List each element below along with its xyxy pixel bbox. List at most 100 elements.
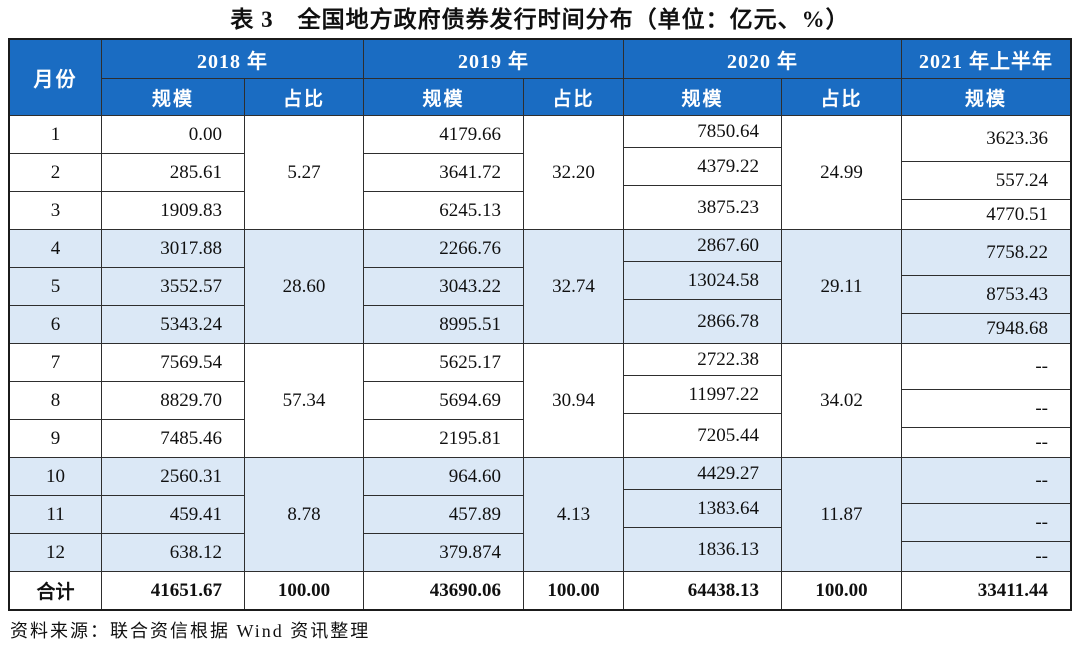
scale-2021-column: -- -- -- xyxy=(902,458,1070,571)
share-2018-column: 28.60 xyxy=(245,230,364,343)
scale-cell: 3623.36 xyxy=(902,116,1070,162)
share-2019-column: 30.94 xyxy=(524,344,624,457)
year-group-2019: 2019 年 规模 占比 xyxy=(364,40,624,115)
scale-2019-column: 5625.17 5694.69 2195.81 xyxy=(364,344,524,457)
totals-scale-2019: 43690.06 xyxy=(364,572,524,609)
scale-cell: 7569.54 xyxy=(102,344,244,382)
scale-cell: 7948.68 xyxy=(986,317,1048,339)
source-note: 资料来源：联合资信根据 Wind 资讯整理 xyxy=(10,621,371,641)
subheader-scale-2019: 规模 xyxy=(364,79,524,115)
scale-cell: 3552.57 xyxy=(102,268,244,306)
month-cell: 4 xyxy=(10,230,101,268)
month-cell: 6 xyxy=(50,313,61,335)
share-cell: 24.99 xyxy=(820,161,863,183)
scale-cell: 2866.78 xyxy=(697,310,759,332)
subheader-row-2020: 规模 占比 xyxy=(624,79,901,115)
bond-issuance-table: 月份 2018 年 规模 占比 2019 年 规模 占比 2020 年 规模 xyxy=(8,38,1072,611)
subheader-share-2020: 占比 xyxy=(820,88,863,110)
table-row-group-q2: 4 5 6 3017.88 3552.57 5343.24 28.60 2266… xyxy=(10,230,1070,344)
scale-cell: 7850.64 xyxy=(624,116,781,148)
scale-cell: 1909.83 xyxy=(160,199,222,221)
subheader-row-2019: 规模 占比 xyxy=(364,79,623,115)
scale-cell: -- xyxy=(1035,431,1048,453)
month-cell: 10 xyxy=(10,458,101,496)
table-title: 表 3 全国地方政府债券发行时间分布（单位：亿元、%） xyxy=(230,7,850,32)
month-cell: 12 xyxy=(46,541,65,563)
subheader-scale-2018: 规模 xyxy=(102,79,245,115)
scale-cell: 7485.46 xyxy=(160,427,222,449)
scale-cell: 2560.31 xyxy=(102,458,244,496)
scale-cell: 8995.51 xyxy=(439,313,501,335)
scale-cell: 459.41 xyxy=(102,496,244,534)
scale-cell: 379.874 xyxy=(439,541,501,563)
year-header-2021: 2021 年上半年 xyxy=(902,40,1070,79)
scale-cell: 8753.43 xyxy=(902,276,1070,314)
scale-2018-column: 7569.54 8829.70 7485.46 xyxy=(102,344,245,457)
subheader-share-2019: 占比 xyxy=(552,88,595,110)
scale-cell: 11997.22 xyxy=(624,376,781,414)
scale-2020-column: 4429.27 1383.64 1836.13 xyxy=(624,458,782,571)
scale-2019-column: 4179.66 3641.72 6245.13 xyxy=(364,116,524,229)
year-header-2018: 2018 年 xyxy=(102,40,363,79)
scale-cell: 6245.13 xyxy=(439,199,501,221)
month-cell: 8 xyxy=(10,382,101,420)
scale-cell: 2266.76 xyxy=(364,230,523,268)
share-2018-column: 5.27 xyxy=(245,116,364,229)
share-2020-column: 24.99 xyxy=(782,116,902,229)
scale-2021-column: -- -- -- xyxy=(902,344,1070,457)
scale-2019-column: 2266.76 3043.22 8995.51 xyxy=(364,230,524,343)
year-group-2021: 2021 年上半年 规模 xyxy=(902,40,1070,115)
month-column: 4 5 6 xyxy=(10,230,102,343)
scale-cell: 557.24 xyxy=(902,162,1070,200)
scale-cell: 7205.44 xyxy=(697,424,759,446)
year-header-2020: 2020 年 xyxy=(624,40,901,79)
scale-cell: -- xyxy=(902,344,1070,390)
month-column: 10 11 12 xyxy=(10,458,102,571)
totals-scale-2018: 41651.67 xyxy=(102,572,245,609)
year-group-2020: 2020 年 规模 占比 xyxy=(624,40,902,115)
share-cell: 8.78 xyxy=(287,503,321,525)
subheader-scale-2020: 规模 xyxy=(624,79,782,115)
scale-cell: 2867.60 xyxy=(624,230,781,262)
subheader-row-2018: 规模 占比 xyxy=(102,79,363,115)
year-header-2019: 2019 年 xyxy=(364,40,623,79)
scale-cell: 964.60 xyxy=(364,458,523,496)
share-cell: 29.11 xyxy=(820,275,863,297)
scale-cell: 5694.69 xyxy=(364,382,523,420)
subheader-share-2018: 占比 xyxy=(282,88,325,110)
month-column: 7 8 9 xyxy=(10,344,102,457)
share-2020-column: 34.02 xyxy=(782,344,902,457)
scale-2019-column: 964.60 457.89 379.874 xyxy=(364,458,524,571)
totals-label: 合计 xyxy=(10,572,102,609)
share-2020-column: 29.11 xyxy=(782,230,902,343)
month-cell: 9 xyxy=(50,427,61,449)
scale-2021-column: 3623.36 557.24 4770.51 xyxy=(902,116,1070,229)
share-cell: 11.87 xyxy=(820,503,863,525)
totals-row: 合计 41651.67 100.00 43690.06 100.00 64438… xyxy=(10,572,1070,609)
share-cell: 32.74 xyxy=(552,275,595,297)
scale-cell: 638.12 xyxy=(169,541,222,563)
scale-cell: 2722.38 xyxy=(624,344,781,376)
scale-cell: 5343.24 xyxy=(160,313,222,335)
month-column-header: 月份 xyxy=(10,40,102,115)
month-cell: 1 xyxy=(10,116,101,154)
month-column: 1 2 3 xyxy=(10,116,102,229)
scale-cell: 5625.17 xyxy=(364,344,523,382)
share-2019-column: 4.13 xyxy=(524,458,624,571)
month-cell: 3 xyxy=(50,199,61,221)
scale-2021-column: 7758.22 8753.43 7948.68 xyxy=(902,230,1070,343)
scale-cell: -- xyxy=(1035,545,1048,567)
year-group-2018: 2018 年 规模 占比 xyxy=(102,40,364,115)
scale-cell: 3875.23 xyxy=(697,196,759,218)
table-row-group-q1: 1 2 3 0.00 285.61 1909.83 5.27 4179.66 3… xyxy=(10,116,1070,230)
scale-cell: 0.00 xyxy=(102,116,244,154)
totals-scale-2020: 64438.13 xyxy=(624,572,782,609)
share-2020-column: 11.87 xyxy=(782,458,902,571)
share-cell: 32.20 xyxy=(552,161,595,183)
scale-cell: 457.89 xyxy=(364,496,523,534)
totals-share-2019: 100.00 xyxy=(524,572,624,609)
scale-cell: 2195.81 xyxy=(439,427,501,449)
share-cell: 34.02 xyxy=(820,389,863,411)
scale-cell: 3017.88 xyxy=(102,230,244,268)
